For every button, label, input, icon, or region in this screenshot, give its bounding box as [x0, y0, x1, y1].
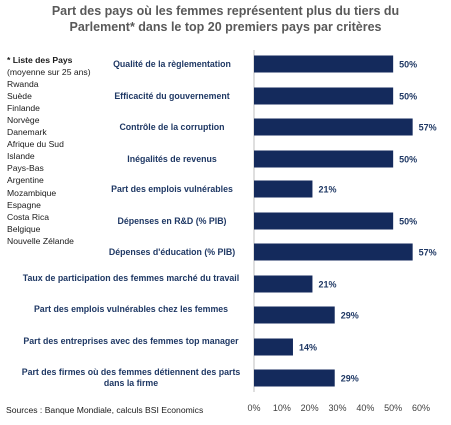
bar [254, 212, 394, 230]
country-list-item: Danemark [7, 127, 47, 138]
x-tick-label: 20% [301, 403, 319, 413]
source-note: Sources : Banque Mondiale, calculs BSI E… [6, 405, 204, 415]
category-label: Qualité de la règlementation [113, 58, 231, 69]
bar [254, 180, 313, 198]
country-list-heading: * Liste des Pays [7, 55, 73, 65]
country-list-item: Norvège [7, 115, 40, 126]
country-list: * Liste des Pays (moyenne sur 25 ans) Rw… [7, 54, 112, 247]
bar [254, 369, 335, 387]
x-tick-label: 40% [356, 403, 374, 413]
x-tick-label: 30% [328, 403, 346, 413]
category-label: Part des firmes où des femmes détiennent… [21, 367, 241, 388]
x-tick-label: 60% [412, 403, 430, 413]
chart-title-line-2: Parlement* dans le top 20 premiers pays … [69, 20, 382, 34]
category-label: Inégalités de revenus [127, 153, 217, 164]
category-label: Dépenses d'éducation (% PIB) [108, 246, 236, 257]
country-list-item: Afrique du Sud [7, 139, 64, 150]
country-list-item: Belgique [7, 223, 41, 234]
x-tick-label: 0% [247, 403, 260, 413]
category-label: Part des emplois vulnérables chez les fe… [33, 304, 229, 314]
bar [254, 338, 293, 356]
bar [254, 150, 394, 168]
bar-value-label: 21% [318, 185, 336, 195]
bar-value-label: 50% [399, 155, 417, 165]
bar-value-label: 29% [341, 374, 359, 384]
bar-value-label: 21% [318, 280, 336, 290]
bar [254, 118, 413, 136]
country-list-item: Argentine [7, 175, 44, 186]
country-list-item: Suède [7, 91, 32, 102]
country-list-items: Rwanda Suède Finlande Norvège Danemark Afriqu… [7, 78, 112, 247]
country-list-subheading: (moyenne sur 25 ans) [7, 67, 91, 78]
country-list-item: Rwanda [7, 79, 39, 90]
chart-title: Part des pays où les femmes représentent… [0, 3, 451, 35]
bar-value-label: 50% [399, 217, 417, 227]
chart-title-line-1: Part des pays où les femmes représentent… [51, 4, 400, 18]
country-list-item: Islande [7, 151, 35, 162]
country-list-item: Espagne [7, 199, 41, 210]
category-label: Contrôle de la corruption [119, 121, 225, 132]
bar-value-label: 29% [341, 311, 359, 321]
category-label: Efficacité du gouvernement [114, 90, 230, 101]
x-tick-label: 50% [384, 403, 402, 413]
x-tick-label: 10% [273, 403, 291, 413]
bar [254, 306, 335, 324]
country-list-item: Pays-Bas [7, 163, 44, 174]
bar [254, 87, 394, 105]
country-list-item: Costa Rica [7, 211, 50, 222]
bar-value-label: 50% [399, 60, 417, 70]
bar-value-label: 50% [399, 92, 417, 102]
bar [254, 275, 313, 293]
bar [254, 243, 413, 261]
bar-value-label: 57% [419, 248, 437, 258]
category-label: Part des entreprises avec des femmes top… [23, 336, 239, 346]
bar-value-label: 14% [299, 343, 317, 353]
category-label: Taux de participation des femmes marché … [22, 273, 240, 283]
country-list-item: Finlande [7, 103, 40, 114]
country-list-item: Mozambique [7, 187, 57, 198]
bar-value-label: 57% [419, 123, 437, 133]
category-label: Part des emplois vulnérables [111, 183, 233, 194]
category-label: Dépenses en R&D (% PIB) [117, 215, 227, 226]
bar [254, 55, 394, 73]
country-list-item: Nouvelle Zélande [7, 235, 74, 246]
